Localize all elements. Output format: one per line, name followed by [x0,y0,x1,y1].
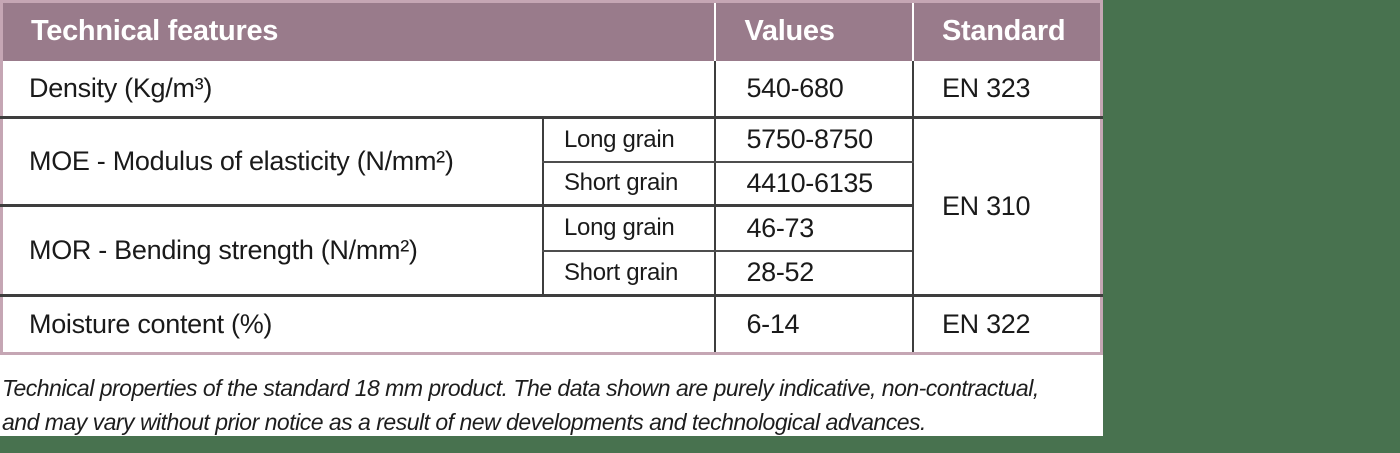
table-row-moisture: Moisture content (%) 6-14 EN 322 [1,295,1102,354]
table-row-moe-short-grain: Short grain 4410-6135 [2,161,1102,207]
cell-density-feature: Density (Kg/m³) [1,60,716,119]
table-row-mor-long-grain: MOR - Bending strength (N/mm²) Long grai… [1,205,1102,297]
footnote-line-2: and may vary without prior notice as a r… [2,409,926,435]
cell-moe-long-grain-value: 5750-8750 [714,117,913,163]
cell-moisture-value: 6-14 [714,295,913,354]
header-cell-values: Values [714,1,913,61]
content-panel: Technical features Values Standard Densi… [0,0,1103,436]
cell-mor-long-grain-label: Long grain [541,205,716,252]
table-row-mor-short-grain: Short grain 28-52 [2,250,1102,297]
cell-mor-short-grain-label: Short grain [541,250,716,297]
table-row-moe-long-grain: MOE - Modulus of elasticity (N/mm²) Long… [1,117,1102,297]
cell-moe-short-grain-value: 4410-6135 [714,161,913,207]
technical-features-table: Technical features Values Standard Densi… [0,0,1103,355]
table-header-row: Technical features Values Standard [1,1,1102,61]
footnote-line-1: Technical properties of the standard 18 … [2,375,1039,401]
header-cell-technical-features: Technical features [1,1,716,61]
cell-mor-feature: MOR - Bending strength (N/mm²) [1,205,543,297]
cell-moe-feature: MOE - Modulus of elasticity (N/mm²) [1,117,543,207]
cell-mor-short-grain-value: 28-52 [714,250,913,297]
cell-moisture-standard: EN 322 [911,295,1102,354]
cell-density-value: 540-680 [714,60,913,119]
table-row-density: Density (Kg/m³) 540-680 EN 323 [1,60,1102,119]
cell-density-standard: EN 323 [911,60,1102,119]
cell-moe-mor-standard: EN 310 [911,117,1102,297]
cell-moisture-feature: Moisture content (%) [1,295,716,354]
header-cell-standard: Standard [911,1,1102,61]
footnote: Technical properties of the standard 18 … [2,371,1103,436]
cell-moe-long-grain-label: Long grain [541,117,716,163]
cell-mor-long-grain-value: 46-73 [714,205,913,252]
cell-moe-short-grain-label: Short grain [541,161,716,207]
